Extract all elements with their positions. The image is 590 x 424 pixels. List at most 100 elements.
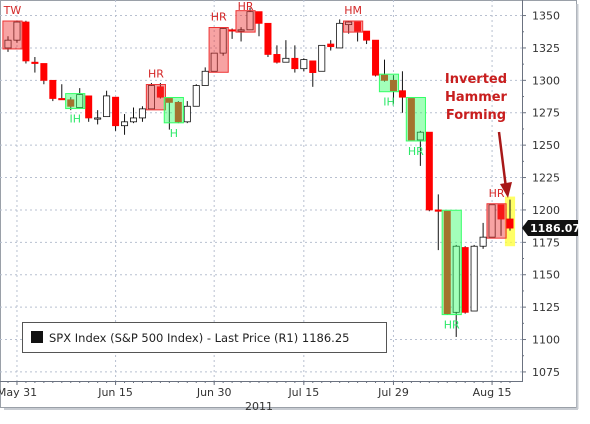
y-tick-label: 1075 xyxy=(532,366,560,379)
pattern-box xyxy=(145,84,166,111)
candle-body xyxy=(363,30,371,41)
candle-body xyxy=(85,95,93,119)
candle-body xyxy=(291,57,299,70)
legend-swatch xyxy=(31,331,43,343)
y-tick-label: 1225 xyxy=(532,172,560,185)
candle-body xyxy=(461,247,469,313)
candle-body xyxy=(31,61,39,64)
x-axis-label: 2011 xyxy=(245,400,273,413)
y-tick-label: 1175 xyxy=(532,236,560,249)
x-tick-label: Jul 15 xyxy=(287,386,319,399)
candle-body xyxy=(354,21,362,32)
legend: SPX Index (S&P 500 Index) - Last Price (… xyxy=(22,322,387,353)
candle xyxy=(246,7,254,31)
candle-body xyxy=(201,70,209,86)
y-tick-label: 1150 xyxy=(532,269,560,282)
candle-body xyxy=(389,79,397,92)
inverted-hammer-annotation: Inverted Hammer Forming xyxy=(445,72,512,198)
pattern-box xyxy=(343,20,364,33)
x-axis-ticks: May 31 Jun 15 Jun 30 Jul 15 Jul 29 Aug 15 xyxy=(0,381,512,399)
pattern-box xyxy=(163,96,184,124)
candle-body xyxy=(22,21,30,62)
candle xyxy=(183,101,191,124)
candle xyxy=(76,88,84,108)
candle xyxy=(112,96,120,131)
y-axis-ticks: 1075 1100 1125 1150 1175 1200 1225 1250 1275 1300… xyxy=(522,10,560,379)
candle-body xyxy=(327,43,335,48)
x-tick-label: Jul 29 xyxy=(377,386,409,399)
pattern-label: HR xyxy=(148,68,164,81)
candle-body xyxy=(345,21,353,26)
candle-body xyxy=(425,131,433,211)
candle xyxy=(255,11,263,37)
candle-body xyxy=(237,29,245,32)
y-tick-label: 1250 xyxy=(532,139,560,152)
y-tick-label: 1100 xyxy=(532,334,560,347)
candle xyxy=(452,244,460,337)
pattern-label: HR xyxy=(444,319,460,332)
candle xyxy=(380,59,388,82)
candle xyxy=(497,204,505,236)
candle-body xyxy=(13,21,21,41)
candle-body xyxy=(309,60,317,73)
x-tick-label: Jun 30 xyxy=(196,386,232,399)
pattern-box xyxy=(208,27,229,73)
candle-body xyxy=(210,52,218,72)
candle-body xyxy=(138,108,146,119)
annotation-line-1: Inverted xyxy=(445,72,507,87)
pattern-box xyxy=(486,203,507,239)
candle-body xyxy=(183,105,191,123)
candle xyxy=(434,194,442,251)
annotation-line-2: Hammer xyxy=(445,90,508,105)
candle xyxy=(282,40,290,63)
pattern-label: HM xyxy=(344,4,362,17)
candle-body xyxy=(264,22,272,55)
candle xyxy=(479,222,487,249)
pattern-label: IH xyxy=(69,113,81,126)
candle xyxy=(219,27,227,56)
candle xyxy=(40,63,48,85)
candle-body xyxy=(129,117,137,123)
candle-body xyxy=(94,117,102,120)
candle xyxy=(129,107,137,124)
pattern-label: HR xyxy=(408,145,424,158)
candle-body xyxy=(121,121,129,127)
x-tick-label: May 31 xyxy=(0,386,37,399)
pattern-label: H xyxy=(170,127,178,140)
candle-body xyxy=(282,57,290,63)
legend-box xyxy=(22,322,387,353)
candle xyxy=(94,110,102,125)
candle xyxy=(210,52,218,72)
candle xyxy=(147,82,155,110)
candle-body xyxy=(67,99,75,107)
candle-body xyxy=(76,94,84,108)
x-tick-label: Jun 15 xyxy=(97,386,133,399)
candle xyxy=(372,39,380,77)
candle-body xyxy=(219,28,227,54)
candle-body xyxy=(147,85,155,110)
candle-body xyxy=(192,85,200,107)
candle xyxy=(327,40,335,51)
candle-body xyxy=(488,204,496,238)
candle-body xyxy=(49,79,57,99)
candle-body xyxy=(58,98,66,101)
candle xyxy=(22,20,30,64)
candle-body xyxy=(416,131,424,141)
candle-body xyxy=(497,204,505,220)
y-tick-label: 1325 xyxy=(532,42,560,55)
pattern-label: HR xyxy=(489,187,505,200)
pattern-labels: TW IH HR H HR HR HM IH HR HR HR xyxy=(3,0,505,332)
candle xyxy=(425,131,433,212)
candle xyxy=(363,30,371,45)
y-tick-label: 1200 xyxy=(532,204,560,217)
pattern-label: HR xyxy=(211,11,227,24)
candle xyxy=(407,98,415,141)
candle-body xyxy=(506,218,514,229)
pattern-box xyxy=(378,73,400,93)
y-tick-label: 1350 xyxy=(532,10,560,23)
candle xyxy=(192,84,200,107)
candle-body xyxy=(470,245,478,312)
candle xyxy=(300,58,308,72)
pattern-label: TW xyxy=(3,4,22,17)
